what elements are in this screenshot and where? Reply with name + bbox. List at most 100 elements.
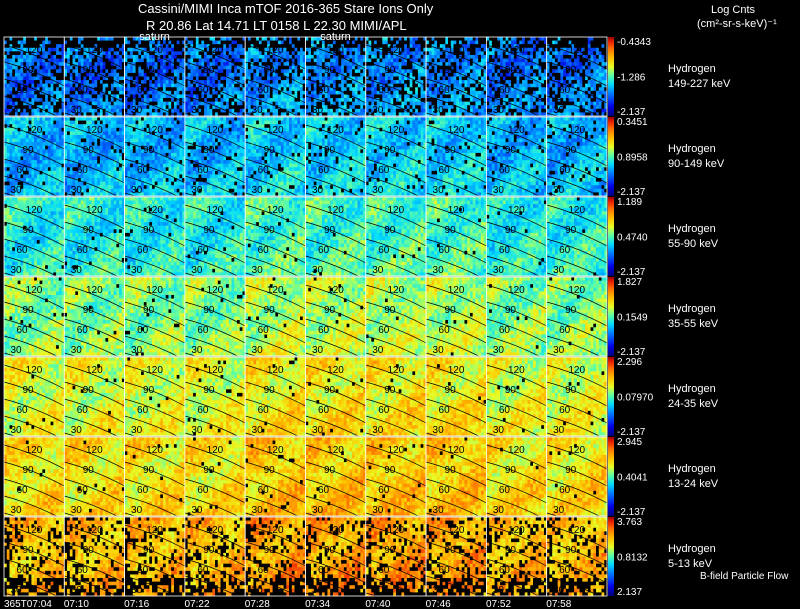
heatmap-cell (491, 54, 495, 59)
heatmap-cell (239, 40, 243, 45)
heatmap-cell (72, 108, 76, 113)
heatmap-cell (593, 54, 597, 59)
heatmap-cell (47, 44, 51, 49)
heatmap-cell (12, 105, 16, 110)
heatmap-cell (184, 87, 188, 92)
heatmap-cell (47, 47, 51, 52)
heatmap-cell (439, 37, 443, 41)
heatmap-cell (371, 69, 375, 74)
heatmap-cell (598, 37, 602, 41)
heatmap-cell (486, 54, 490, 59)
heatmap-cell (261, 62, 265, 67)
pitch-angle-label: 120 (387, 45, 404, 56)
heatmap-cell (453, 58, 457, 63)
heatmap-cell (179, 72, 183, 77)
heatmap-cell (179, 83, 183, 88)
heatmap-cell (119, 94, 123, 99)
heatmap-cell (538, 58, 542, 63)
heatmap-cell (365, 108, 369, 113)
heatmap-cell (524, 105, 528, 110)
heatmap-cell (513, 80, 517, 84)
heatmap-cell (360, 108, 364, 113)
heatmap-cell (105, 105, 109, 110)
heatmap-cell (442, 51, 446, 56)
heatmap-cell (458, 108, 463, 113)
heatmap-cell (184, 101, 188, 106)
heatmap-cell (220, 51, 224, 56)
heatmap-cell (171, 69, 175, 74)
heatmap-cell (94, 76, 98, 81)
heatmap-cell (110, 112, 114, 117)
heatmap-cell (36, 108, 40, 113)
heatmap-cell (162, 112, 167, 117)
heatmap-cell (294, 87, 298, 92)
heatmap-cell (187, 72, 191, 77)
heatmap-cell (17, 90, 21, 95)
heatmap-cell (31, 87, 35, 92)
heatmap-cell (152, 40, 156, 45)
heatmap-cell (25, 72, 29, 77)
heatmap-cell (297, 54, 301, 59)
heatmap-cell (36, 72, 40, 77)
heatmap-cell (579, 76, 583, 81)
heatmap-cell (464, 47, 468, 52)
heatmap-cell (25, 37, 29, 41)
heatmap-cell (324, 80, 328, 84)
heatmap-cell (552, 69, 556, 74)
heatmap-cell (184, 40, 188, 45)
heatmap-cell (426, 51, 430, 56)
heatmap-cell (538, 101, 542, 106)
heatmap-cell (516, 58, 520, 63)
heatmap-cell (75, 112, 79, 117)
heatmap-cell (198, 72, 202, 77)
heatmap-cell (12, 54, 16, 59)
heatmap-cell (300, 101, 304, 106)
heatmap-cell (448, 58, 452, 63)
heatmap-cell (9, 44, 13, 49)
heatmap-cell (116, 83, 120, 88)
heatmap-cell (283, 62, 287, 67)
heatmap-cell (116, 69, 120, 74)
heatmap-cell (250, 76, 254, 81)
heatmap-cell (215, 112, 219, 117)
heatmap-cell (395, 65, 399, 70)
pitch-angle-label: 30 (433, 105, 445, 116)
heatmap-cell (538, 72, 542, 77)
heatmap-cell (209, 47, 213, 52)
heatmap-cell (135, 65, 139, 70)
heatmap-cell (596, 101, 600, 106)
heatmap-cell (12, 117, 16, 121)
heatmap-cell (58, 72, 62, 77)
heatmap-cell (494, 40, 498, 45)
heatmap-cell (491, 65, 495, 70)
heatmap-cell (56, 87, 60, 92)
heatmap-cell (305, 108, 309, 113)
heatmap-cell (467, 65, 471, 70)
heatmap-cell (590, 40, 594, 45)
heatmap-cell (239, 94, 243, 99)
heatmap-cell (412, 51, 416, 56)
heatmap-cell (132, 112, 136, 117)
heatmap-cell (376, 44, 380, 49)
heatmap-cell (390, 76, 394, 81)
heatmap-cell (141, 87, 145, 92)
heatmap-cell (6, 120, 10, 125)
heatmap-cell (86, 80, 90, 84)
heatmap-cell (97, 76, 101, 81)
heatmap-cell (461, 83, 465, 88)
heatmap-cell (80, 69, 84, 74)
heatmap-cell (141, 83, 145, 88)
heatmap-cell (261, 54, 265, 59)
heatmap-cell (275, 37, 279, 41)
heatmap-cell (146, 54, 150, 59)
heatmap-cell (286, 54, 290, 59)
heatmap-cell (478, 76, 482, 81)
heatmap-cell (574, 94, 578, 99)
heatmap-cell (135, 101, 139, 106)
heatmap-cell (206, 105, 210, 110)
heatmap-cell (374, 83, 378, 88)
heatmap-cell (404, 37, 408, 41)
heatmap-cell (149, 54, 153, 59)
heatmap-cell (9, 87, 13, 92)
heatmap-cell (346, 87, 350, 92)
